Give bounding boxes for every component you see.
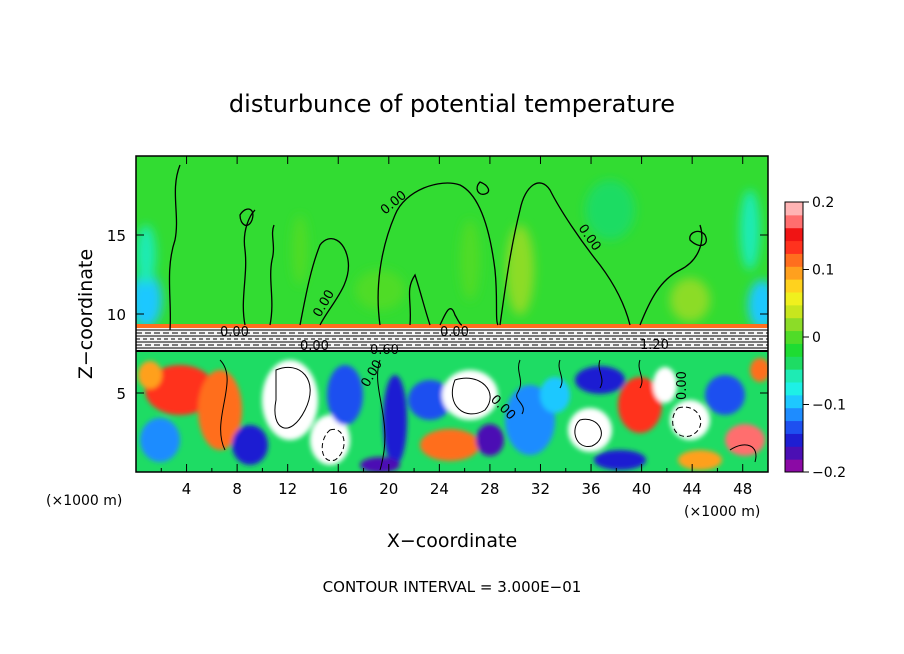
colorbar-tick-label: −0.2 — [812, 465, 846, 481]
colorbar-swatch — [785, 227, 803, 242]
colorbar-swatch — [785, 202, 803, 216]
x-axis: 4 8 12 16 20 24 28 32 36 40 44 48 — [160, 156, 752, 498]
colorbar-swatch — [785, 369, 803, 383]
y-tick-label: 5 — [116, 385, 126, 403]
x-tick-label: 40 — [632, 480, 651, 498]
colorbar-swatch — [785, 279, 803, 293]
inversion-line — [136, 324, 768, 328]
colorbar-swatch — [785, 407, 803, 422]
colorbar-swatch — [785, 266, 803, 280]
upper-contours — [168, 164, 707, 331]
contour-label: 0.00 — [220, 325, 249, 340]
colorbar-swatch — [785, 253, 803, 267]
x-tick-label: 12 — [278, 480, 297, 498]
colorbar-swatch — [785, 459, 803, 473]
colorbar-tick-label: 0 — [812, 330, 821, 346]
x-axis-title: X−coordinate — [387, 530, 517, 552]
x-unit-left: (×1000 m) — [46, 493, 122, 509]
colorbar-swatch — [785, 356, 803, 370]
x-tick-label: 20 — [379, 480, 398, 498]
x-tick-label: 28 — [480, 480, 499, 498]
plot-area: 0.00 0.00 0.00 0.00 0.00 0.60 0.00 1.20 … — [136, 156, 768, 472]
colorbar-swatch — [785, 446, 803, 460]
colorbar-swatch — [785, 420, 803, 434]
colorbar-swatch — [785, 394, 803, 409]
x-tick-label: 4 — [182, 480, 192, 498]
colorbar-swatch — [785, 343, 803, 357]
dense-contours — [136, 329, 768, 352]
colorbar-swatch — [785, 382, 803, 396]
colorbar-swatch — [785, 433, 803, 447]
colorbar-swatch — [785, 214, 803, 229]
contour-label: 0.00 — [440, 325, 469, 340]
colorbar-tick-label: −0.1 — [812, 398, 846, 414]
x-tick-label: 32 — [531, 480, 550, 498]
x-unit-right: (×1000 m) — [684, 504, 760, 520]
colorbar-swatch — [785, 330, 803, 344]
lower-contours — [219, 359, 757, 471]
colorbar-swatch — [785, 240, 803, 254]
colorbar-swatch — [785, 317, 803, 332]
contour-label: 1.20 — [640, 338, 669, 353]
colorbar-tick-label: 0.1 — [812, 263, 834, 279]
y-tick-label: 15 — [107, 227, 126, 245]
contour-label: 0.60 — [370, 343, 399, 358]
contour-interval-note: CONTOUR INTERVAL = 3.000E−01 — [323, 578, 582, 596]
colorbar-swatch — [785, 304, 803, 319]
y-axis-title: Z−coordinate — [75, 249, 97, 379]
chart-title: disturbunce of potential temperature — [229, 90, 675, 118]
colorbar-ticks: 0.2 0.1 0 −0.1 −0.2 — [803, 195, 846, 481]
colorbar — [785, 202, 803, 473]
x-tick-label: 24 — [430, 480, 449, 498]
x-tick-label: 48 — [733, 480, 752, 498]
x-tick-label: 36 — [581, 480, 600, 498]
y-tick-label: 10 — [107, 306, 126, 324]
x-tick-label: 8 — [232, 480, 242, 498]
x-tick-label: 16 — [329, 480, 348, 498]
contour-label: 0.00 — [300, 339, 329, 354]
colorbar-swatch — [785, 292, 803, 306]
contour-label: 0.00 — [675, 371, 690, 400]
y-axis: 5 10 15 — [107, 227, 768, 403]
upper-field-shading — [136, 180, 768, 330]
x-tick-label: 44 — [683, 480, 702, 498]
colorbar-tick-label: 0.2 — [812, 195, 834, 211]
